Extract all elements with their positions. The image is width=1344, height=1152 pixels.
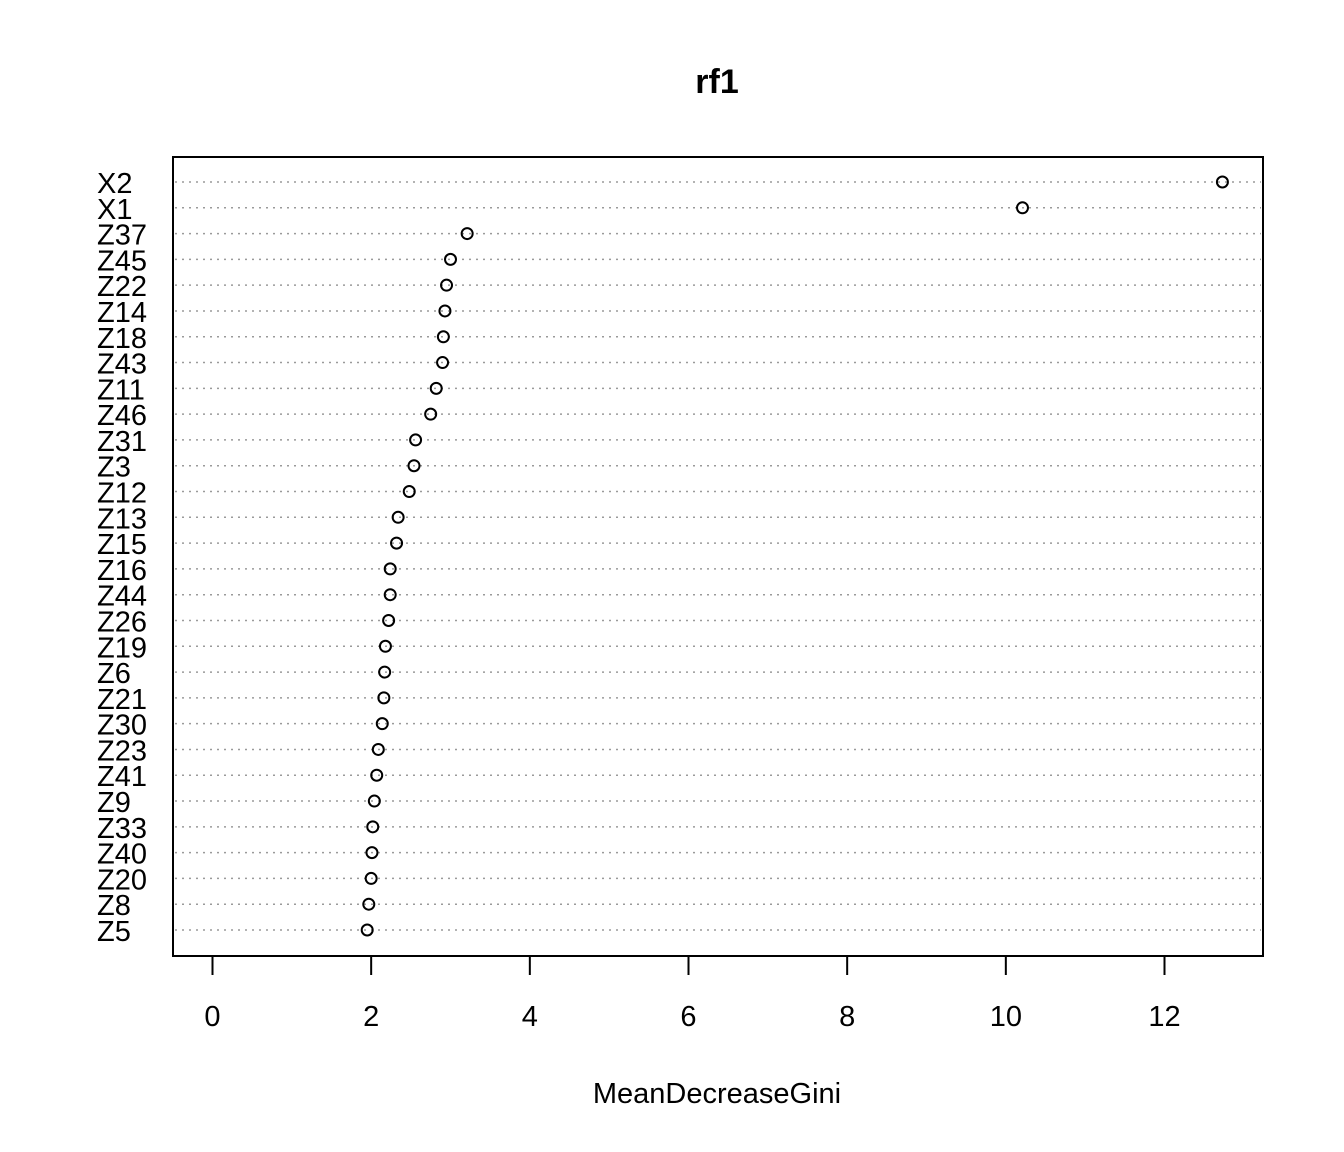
data-point (436, 330, 450, 344)
data-point (390, 536, 404, 550)
category-label: Z21 (97, 684, 147, 716)
data-point (378, 639, 392, 653)
data-point (1015, 201, 1029, 215)
data-point (362, 897, 376, 911)
data-point (378, 665, 392, 679)
data-point (391, 510, 405, 524)
category-label: Z8 (97, 890, 131, 922)
data-point (424, 407, 438, 421)
data-points (360, 175, 1229, 937)
data-point (383, 562, 397, 576)
data-point (440, 278, 454, 292)
data-point (364, 871, 378, 885)
x-axis: 0 2 4 6 8 10 12 (204, 955, 1181, 1033)
category-label: Z37 (97, 220, 147, 252)
data-point (429, 381, 443, 395)
chart-title: rf1 (695, 63, 738, 101)
x-tick-label: 8 (839, 1001, 855, 1033)
category-label: Z46 (97, 400, 147, 432)
category-label: Z20 (97, 864, 147, 896)
data-point (382, 613, 396, 627)
category-label: Z11 (97, 374, 145, 406)
data-point (367, 794, 381, 808)
data-point (438, 304, 452, 318)
x-axis-label: MeanDecreaseGini (593, 1078, 841, 1110)
data-point (365, 846, 379, 860)
data-point (377, 691, 391, 705)
category-label: Z45 (97, 245, 147, 277)
category-label: Z44 (97, 581, 147, 613)
category-label: Z18 (97, 323, 147, 355)
category-label: Z15 (97, 529, 147, 561)
plot-frame (172, 156, 1264, 957)
category-label: Z40 (97, 839, 147, 871)
category-labels: X2X1Z37Z45Z22Z14Z18Z43Z11Z46Z31Z3Z12Z13Z… (97, 168, 147, 948)
category-label: Z31 (97, 426, 147, 458)
x-tick-label: 0 (204, 1001, 220, 1033)
category-label: Z6 (97, 658, 131, 690)
category-label: Z3 (97, 452, 131, 484)
data-point (409, 433, 423, 447)
x-tick-label: 2 (363, 1001, 379, 1033)
category-label: X1 (97, 194, 132, 226)
category-label: Z22 (97, 271, 147, 303)
category-label: Z23 (97, 735, 147, 767)
grid-lines (175, 181, 1261, 931)
data-point (370, 768, 384, 782)
category-label: X2 (97, 168, 132, 200)
data-point (436, 356, 450, 370)
category-label: Z41 (97, 761, 147, 793)
category-label: Z19 (97, 632, 147, 664)
x-tick-label: 10 (990, 1001, 1022, 1033)
category-label: Z30 (97, 710, 147, 742)
x-tick-label: 4 (522, 1001, 538, 1033)
data-point (460, 227, 474, 241)
data-point (366, 820, 380, 834)
category-label: Z9 (97, 787, 131, 819)
category-label: Z26 (97, 606, 147, 638)
category-label: Z43 (97, 349, 147, 381)
data-point (371, 742, 385, 756)
data-point (1215, 175, 1229, 189)
data-point (402, 485, 416, 499)
x-tick-label: 6 (680, 1001, 696, 1033)
data-point (375, 717, 389, 731)
x-tick-label: 12 (1148, 1001, 1180, 1033)
data-point (407, 459, 421, 473)
category-label: Z13 (97, 503, 147, 535)
category-label: Z16 (97, 555, 147, 587)
category-label: Z33 (97, 813, 147, 845)
data-point (383, 588, 397, 602)
data-point (360, 923, 374, 937)
category-label: Z12 (97, 478, 147, 510)
data-point (444, 252, 457, 266)
category-label: Z14 (97, 297, 147, 329)
category-label: Z5 (97, 916, 131, 948)
